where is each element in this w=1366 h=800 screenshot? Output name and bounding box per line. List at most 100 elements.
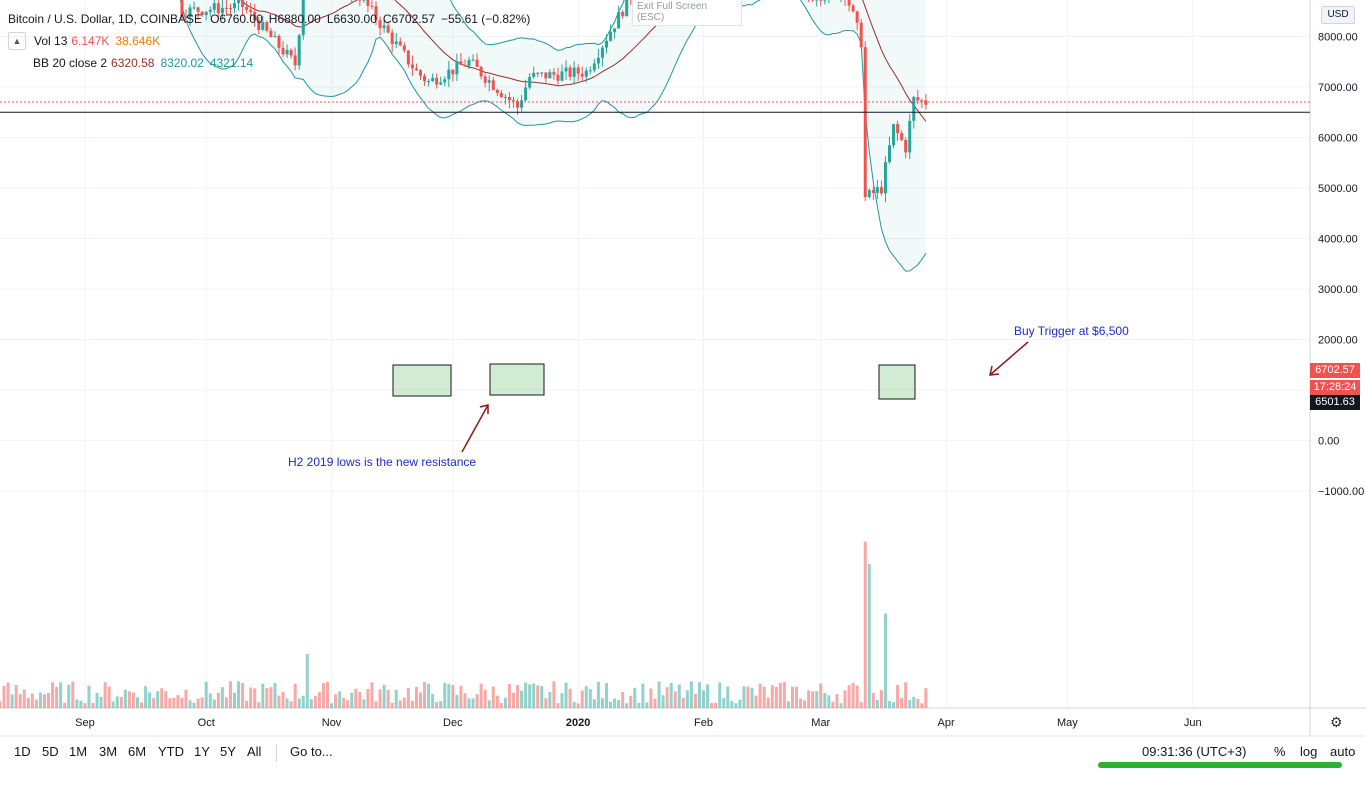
volume-bar xyxy=(427,683,431,708)
candle-body xyxy=(406,50,410,65)
volume-label[interactable]: Vol 13 xyxy=(34,34,68,48)
timeframe-1m[interactable]: 1M xyxy=(69,744,88,759)
candle-body xyxy=(184,16,188,18)
candle-body xyxy=(576,67,580,74)
chart-legend: Bitcoin / U.S. Dollar, 1D, COINBASE O676… xyxy=(8,8,536,74)
volume-bar xyxy=(0,701,2,708)
ohlc-open: O6760.00 xyxy=(210,12,263,26)
timeframe-ytd[interactable]: YTD xyxy=(158,744,184,759)
ohlc-high: H6880.00 xyxy=(268,12,321,26)
volume-bar xyxy=(224,697,228,708)
volume-bar xyxy=(766,697,770,708)
volume-bar xyxy=(394,689,398,708)
volume-bar xyxy=(556,703,560,708)
candle-body xyxy=(414,68,418,71)
timeframe-1y[interactable]: 1Y xyxy=(194,744,210,759)
timeframe-all[interactable]: All xyxy=(247,744,262,759)
volume-bar xyxy=(103,682,107,708)
volume-bar xyxy=(734,703,738,708)
candle-body xyxy=(912,97,916,121)
symbol-title[interactable]: Bitcoin / U.S. Dollar, 1D, COINBASE xyxy=(8,12,203,26)
volume-bar xyxy=(176,695,180,708)
timeframe-5y[interactable]: 5Y xyxy=(220,744,236,759)
candle-body xyxy=(188,7,192,18)
volume-bar xyxy=(596,681,600,708)
volume-bar xyxy=(83,703,87,708)
timeframe-6m[interactable]: 6M xyxy=(128,744,147,759)
volume-bar xyxy=(722,697,726,708)
buy-trigger-annotation[interactable]: Buy Trigger at $6,500 xyxy=(1014,324,1129,338)
volume-bar xyxy=(241,682,245,708)
candle-body xyxy=(228,8,232,10)
volume-bar xyxy=(900,698,904,708)
candle-body xyxy=(212,3,216,10)
candle-body xyxy=(871,190,875,193)
horizontal-line-tag: 6501.63 xyxy=(1310,395,1360,410)
volume-bar xyxy=(588,689,592,708)
candle-body xyxy=(613,28,617,32)
volume-bar xyxy=(418,692,422,708)
candle-body xyxy=(233,3,237,9)
y-tick-label: 6000.00 xyxy=(1318,133,1358,145)
volume-bar xyxy=(99,696,103,708)
candle-body xyxy=(273,35,277,38)
x-tick-label: Sep xyxy=(75,717,95,729)
volume-bar xyxy=(382,684,386,708)
volume-bar xyxy=(354,688,358,708)
volume-bar xyxy=(204,681,208,708)
volume-bar xyxy=(718,682,722,708)
clock[interactable]: 09:31:36 (UTC+3) xyxy=(1142,744,1247,759)
volume-bar xyxy=(617,700,621,708)
volume-ma-value: 38.646K xyxy=(115,34,161,48)
timeframe-5d[interactable]: 5D xyxy=(42,744,59,759)
candle-body xyxy=(520,100,524,108)
candle-body xyxy=(192,7,196,9)
y-tick-label: 3000.00 xyxy=(1318,284,1358,296)
y-tick-label: 2000.00 xyxy=(1318,335,1358,347)
volume-bar xyxy=(71,681,75,708)
exit-fullscreen-button[interactable]: Exit Full Screen (ESC) xyxy=(632,0,742,26)
volume-bar xyxy=(770,685,774,708)
timeframe-1d[interactable]: 1D xyxy=(14,744,31,759)
candle-body xyxy=(564,67,568,72)
volume-bar xyxy=(710,702,714,708)
volume-bar xyxy=(499,703,503,708)
volume-bar xyxy=(26,697,30,708)
goto-button[interactable]: Go to... xyxy=(290,744,333,759)
volume-bar xyxy=(233,692,237,708)
volume-bar xyxy=(629,695,633,708)
bb-upper-line xyxy=(449,0,625,52)
h2-lows-annotation[interactable]: H2 2019 lows is the new resistance xyxy=(288,455,477,469)
volume-bar xyxy=(920,703,924,708)
candle-body xyxy=(511,100,515,102)
volume-bar xyxy=(572,701,576,708)
log-scale-button[interactable]: log xyxy=(1300,744,1318,759)
gear-icon[interactable]: ⚙ xyxy=(1330,714,1343,730)
volume-bar xyxy=(487,700,491,708)
volume-bar xyxy=(665,687,669,708)
candle-body xyxy=(596,57,600,64)
candle-body xyxy=(548,72,552,79)
timeframe-3m[interactable]: 3M xyxy=(99,744,118,759)
x-tick-label: Apr xyxy=(938,717,955,729)
bb-basis-line xyxy=(240,0,927,122)
percent-scale-button[interactable]: % xyxy=(1274,744,1286,759)
volume-bar xyxy=(87,685,91,708)
volume-bar xyxy=(811,691,815,708)
bb-label[interactable]: BB 20 close 2 xyxy=(33,56,108,70)
chevron-up-icon[interactable]: ▲ xyxy=(8,32,26,50)
candle-body xyxy=(507,96,511,101)
candle-body xyxy=(516,101,520,108)
volume-bar xyxy=(107,686,111,708)
volume-bar xyxy=(386,689,390,708)
currency-badge[interactable]: USD xyxy=(1321,6,1355,24)
exit-fullscreen-label: Exit Full Screen xyxy=(637,1,708,12)
volume-bar xyxy=(10,694,14,708)
candle-body xyxy=(604,40,608,48)
volume-bar xyxy=(196,698,200,708)
candle-body xyxy=(552,72,556,75)
auto-scale-button[interactable]: auto xyxy=(1330,744,1356,759)
countdown-tag: 17:28:24 xyxy=(1310,380,1360,395)
